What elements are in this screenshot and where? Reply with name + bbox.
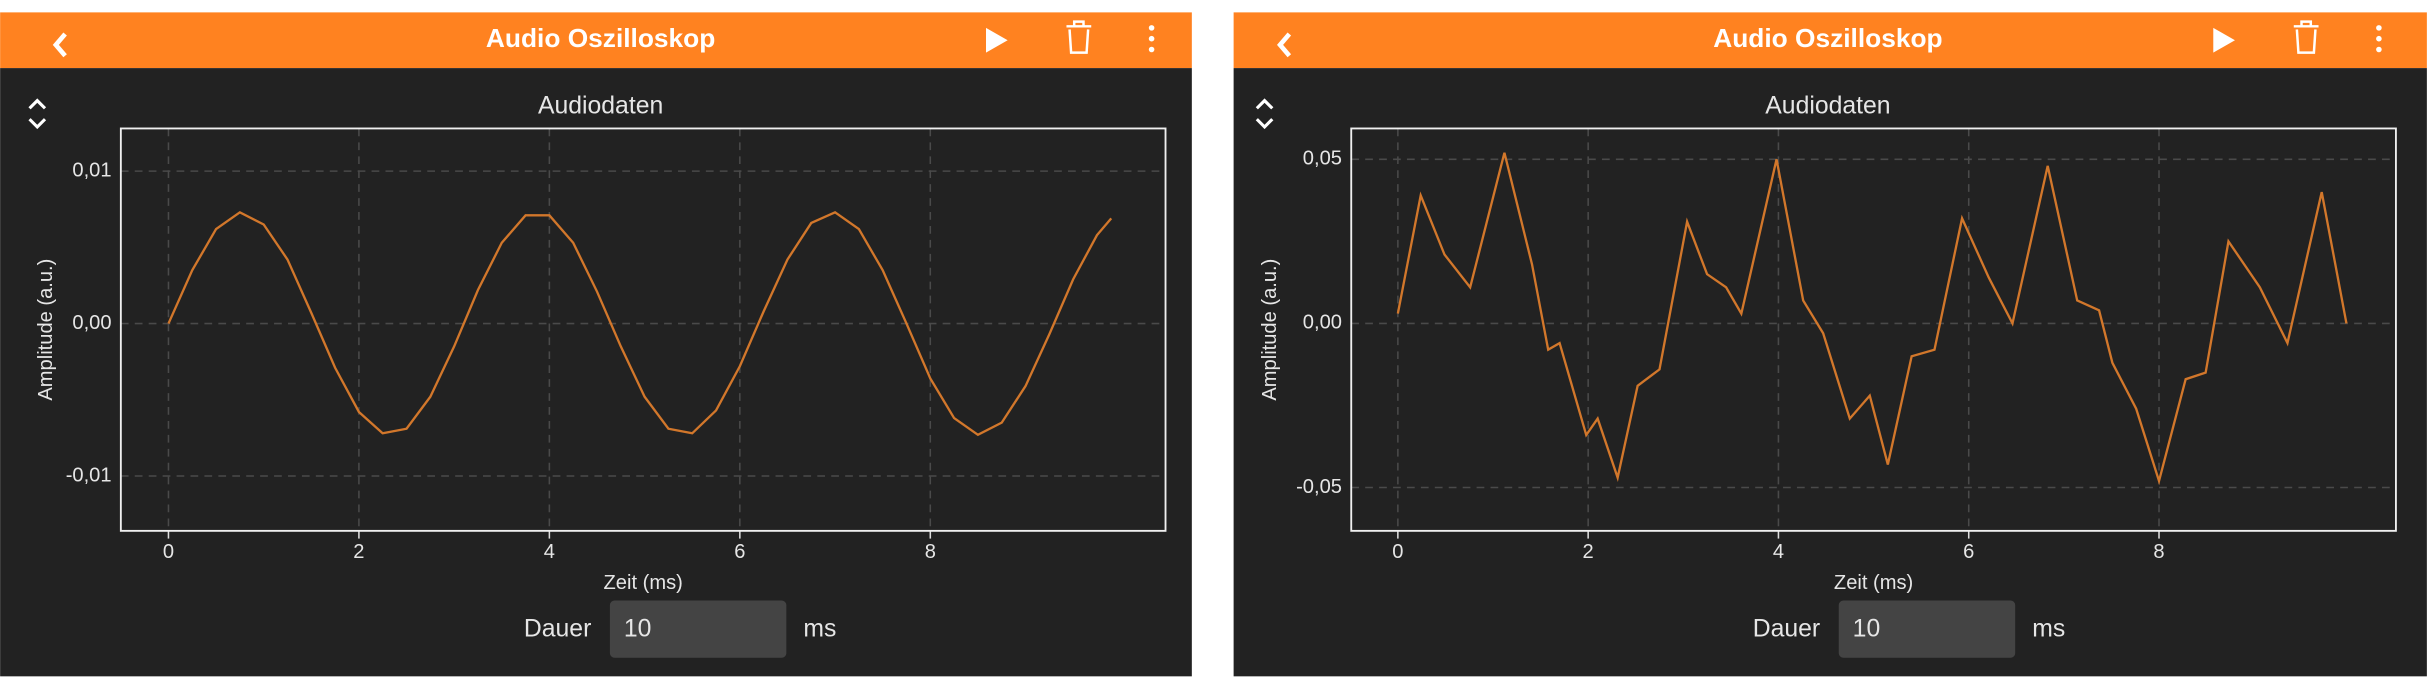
x-tick-label: 6 (734, 541, 745, 563)
duration-value[interactable]: 10 (1853, 615, 1881, 642)
y-tick-label: -0,05 (1296, 476, 1342, 498)
x-tick-label: 2 (1583, 541, 1594, 563)
chart-title: Audiodaten (1765, 92, 1890, 119)
app-title: Audio Oszilloskop (486, 23, 715, 53)
x-tick-label: 4 (544, 541, 555, 563)
back-button[interactable] (1276, 32, 1292, 58)
duration-unit: ms (803, 615, 836, 642)
menu-button[interactable] (1148, 25, 1155, 53)
y-tick-label: 0,00 (1303, 312, 1342, 334)
y-axis-label: Amplitude (a.u.) (35, 259, 57, 401)
y-axis-label: Amplitude (a.u.) (1259, 259, 1281, 401)
play-button[interactable] (985, 27, 1008, 53)
y-tick-label: 0,05 (1303, 148, 1342, 170)
y-tick-label: -0,01 (66, 464, 112, 486)
x-axis-label: Zeit (ms) (604, 572, 683, 594)
delete-button[interactable] (1066, 20, 1092, 54)
back-button[interactable] (52, 32, 67, 58)
duration-unit: ms (2032, 615, 2065, 642)
panel: Audio Oszilloskop Dauer 10 ms Audiodaten… (1233, 12, 2427, 677)
chart-title: Audiodaten (538, 92, 663, 119)
x-tick-label: 0 (163, 541, 174, 563)
x-axis-label: Zeit (ms) (1834, 572, 1913, 594)
panel-body (1233, 68, 2427, 677)
y-tick-label: 0,01 (72, 159, 111, 181)
x-tick-label: 2 (353, 541, 364, 563)
x-tick-label: 0 (1392, 541, 1403, 563)
app-title: Audio Oszilloskop (1713, 23, 1942, 53)
plot-frame (119, 127, 1167, 532)
panel-body (0, 68, 1192, 677)
duration-input[interactable] (609, 600, 787, 658)
y-tick-label: 0,00 (72, 312, 111, 334)
duration-input[interactable] (1838, 600, 2016, 658)
data-line (1396, 152, 2348, 486)
chart: Audiodaten -0,01 0,00 0,01 0 2 4 6 8 Zeit (ms) Amp… (35, 92, 1167, 594)
duration-value[interactable]: 10 (624, 615, 652, 642)
data-line (167, 210, 1113, 437)
duration-label: Dauer (524, 615, 591, 642)
x-tick-label: 4 (1773, 541, 1784, 563)
panel: Audio Oszilloskop Dauer 10 ms Audiodaten… (0, 12, 1192, 677)
collapse-toggle[interactable] (28, 98, 47, 130)
chart: Audiodaten -0,05 0,00 0,05 0 2 4 6 8 Zeit (ms) Amp… (1259, 92, 2397, 594)
x-tick-label: 8 (925, 541, 936, 563)
collapse-toggle[interactable] (1255, 98, 1274, 130)
plot-frame (1350, 127, 2397, 532)
duration-label: Dauer (1753, 615, 1820, 642)
menu-button[interactable] (2376, 25, 2382, 53)
x-tick-label: 6 (1963, 541, 1974, 563)
x-tick-label: 8 (2153, 541, 2164, 563)
delete-button[interactable] (2293, 20, 2319, 54)
play-button[interactable] (2213, 27, 2235, 53)
